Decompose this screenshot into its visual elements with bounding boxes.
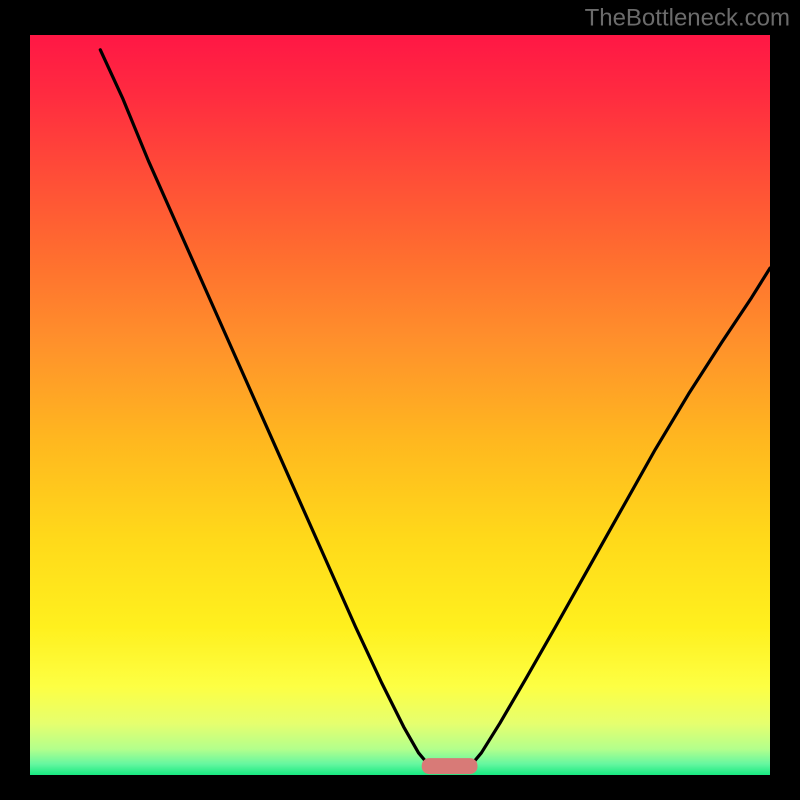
- watermark-text: TheBottleneck.com: [585, 4, 790, 31]
- chart-container: TheBottleneck.com: [0, 0, 800, 800]
- optimal-marker: [422, 759, 477, 774]
- bottleneck-chart-svg: TheBottleneck.com: [0, 0, 800, 800]
